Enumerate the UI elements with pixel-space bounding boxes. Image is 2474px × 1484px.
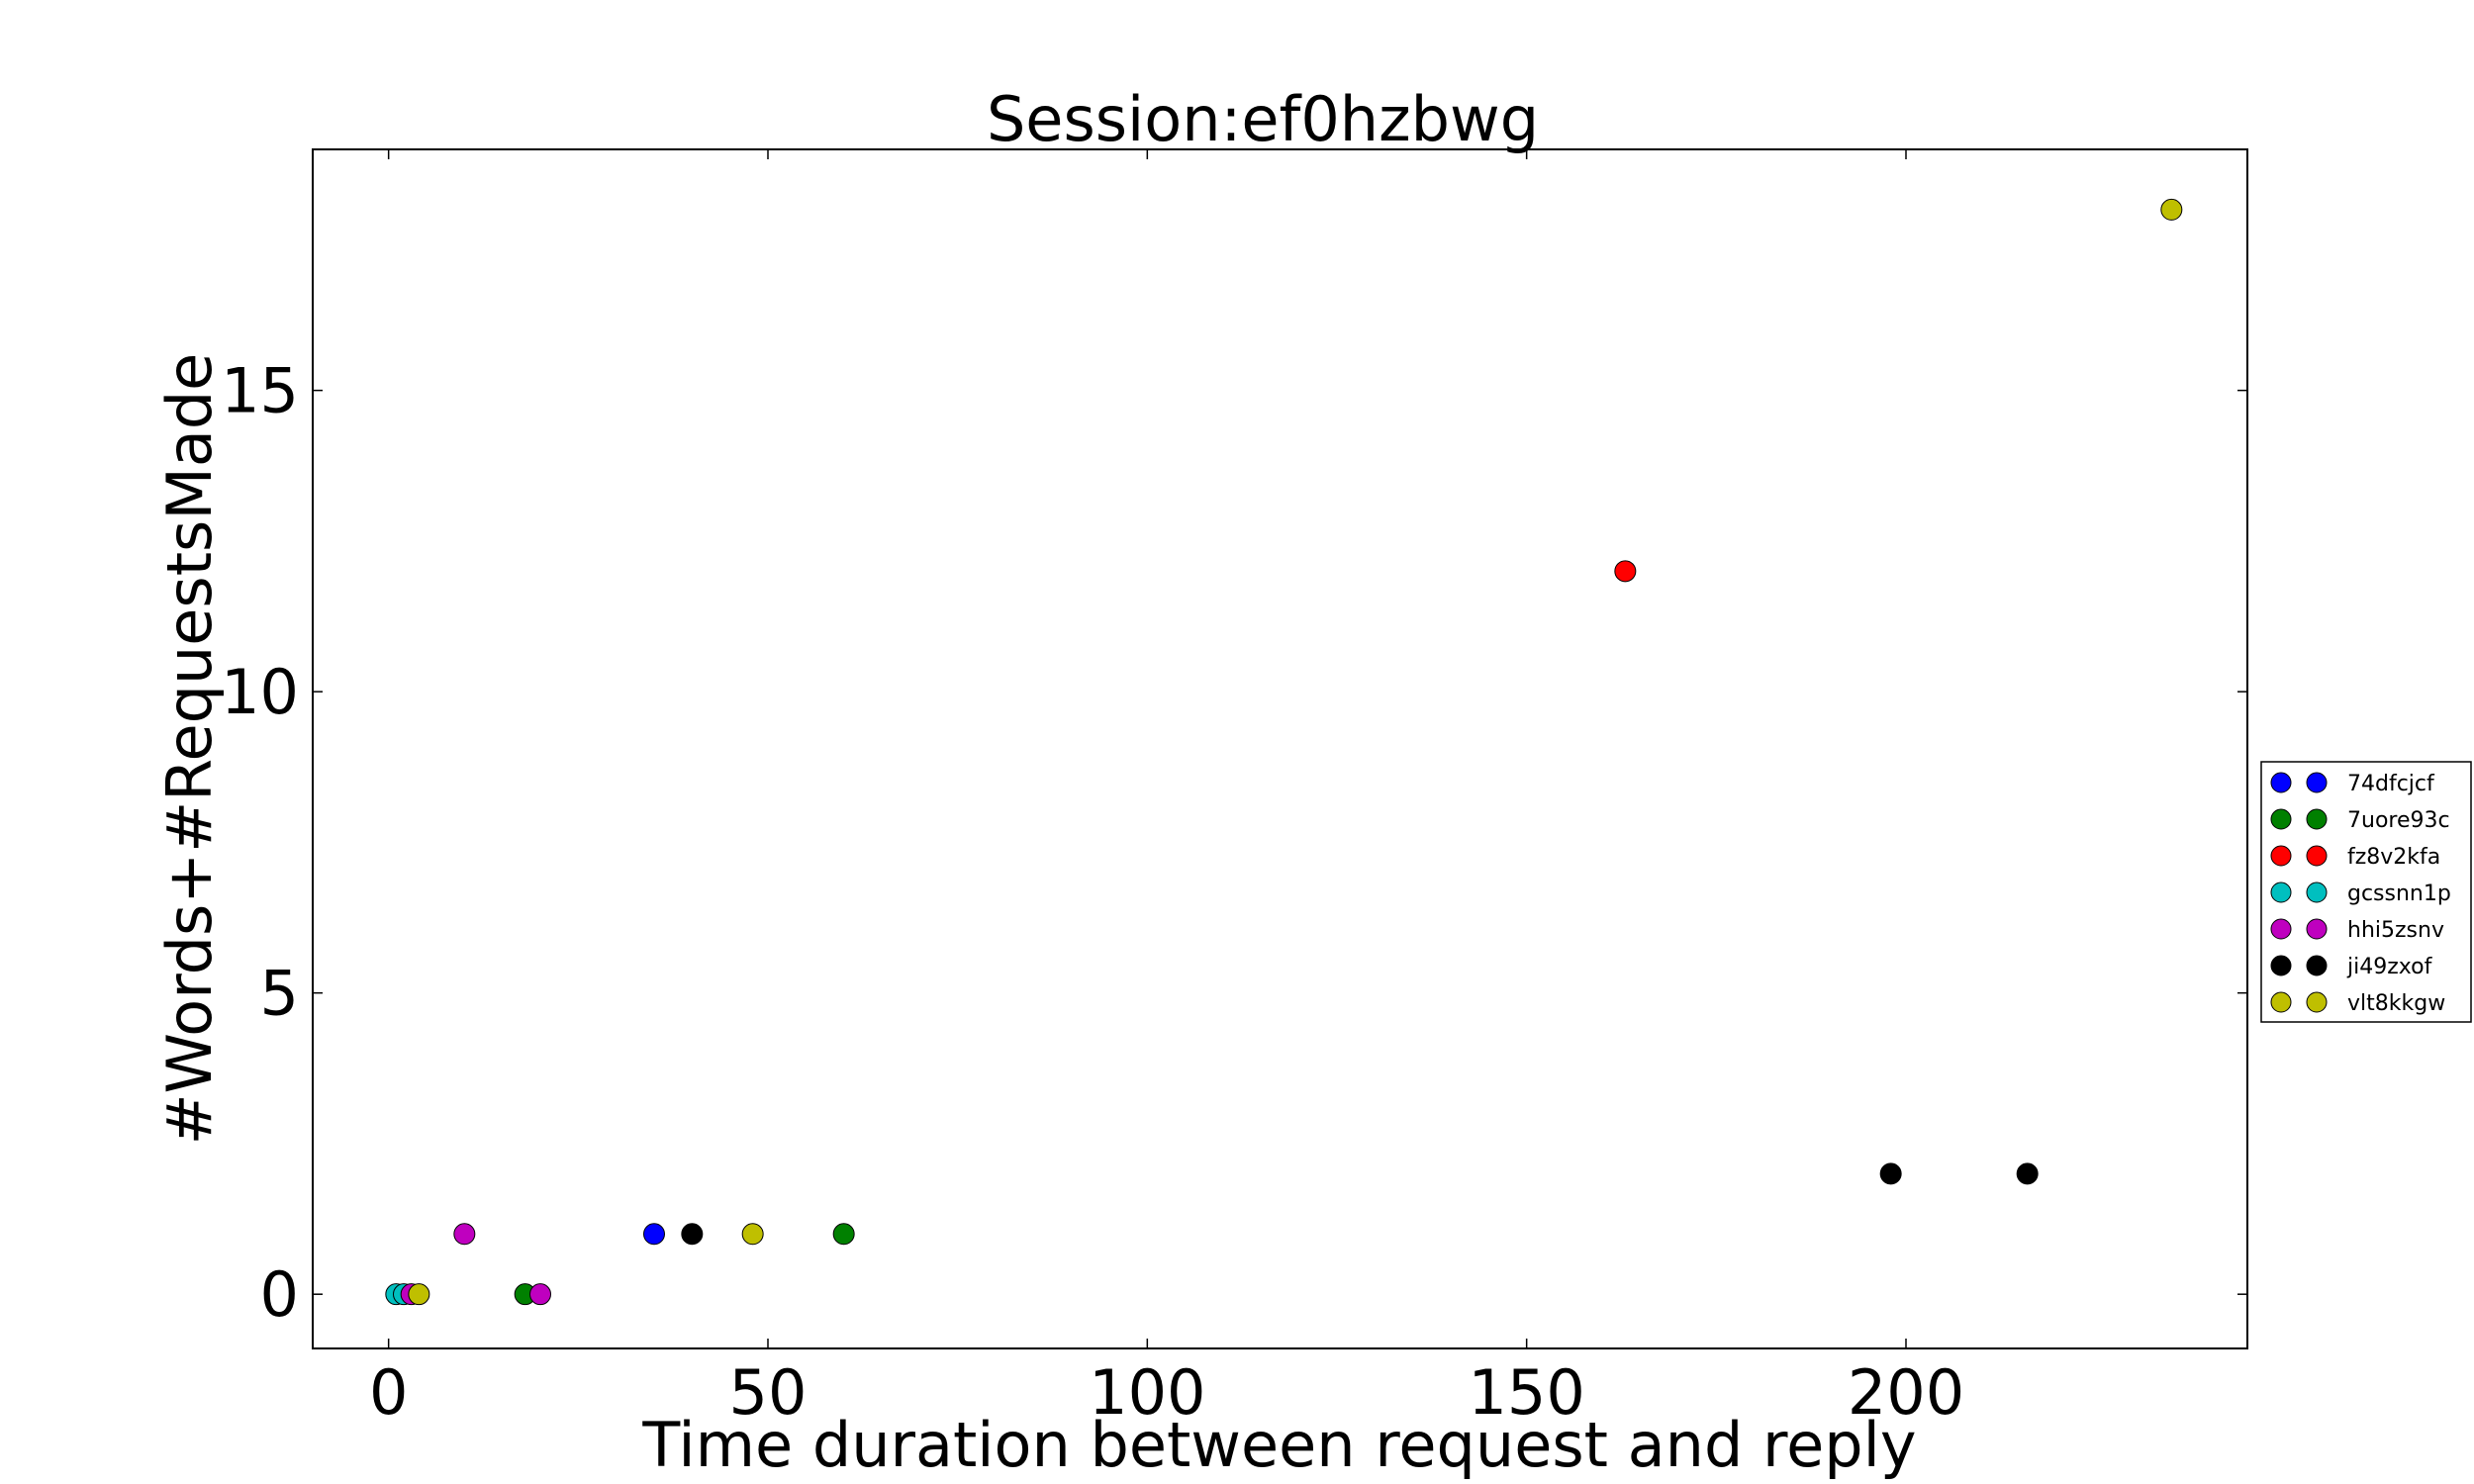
- legend-item-hhi5zsnv: hhi5zsnv: [2270, 918, 2444, 943]
- data-point-7uore93c: [832, 1223, 855, 1246]
- y-tick-label: 0: [260, 1258, 299, 1331]
- legend: 74dfcjcf 7uore93c fz8v2kfa gcssnn1p hhi5zsnv…: [2260, 761, 2472, 1023]
- legend-label: vlt8kkgw: [2347, 991, 2445, 1016]
- data-point-74dfcjcf: [643, 1223, 665, 1246]
- legend-marker: [2306, 881, 2328, 903]
- y-axis-label: #Words+#RequestsMade: [153, 353, 226, 1146]
- legend-marker: [2306, 918, 2328, 940]
- legend-label: ji49zxof: [2346, 955, 2433, 979]
- legend-item-7uore93c: 7uore93c: [2270, 808, 2450, 833]
- legend-marker: [2270, 918, 2292, 940]
- data-point-fz8v2kfa: [1614, 560, 1637, 583]
- data-point-ji49zxof: [2016, 1162, 2039, 1185]
- data-point-vlt8kkgw: [408, 1283, 430, 1306]
- x-tick-label: 150: [1468, 1356, 1584, 1429]
- legend-label: 7uore93c: [2347, 808, 2450, 833]
- x-tick-label: 50: [729, 1356, 808, 1429]
- data-points: [385, 198, 2183, 1306]
- data-point-vlt8kkgw: [741, 1223, 764, 1246]
- legend-marker: [2306, 808, 2328, 830]
- plot-area-frame: [312, 148, 2248, 1349]
- y-tick-label: 15: [221, 355, 299, 427]
- axis-ticks: [313, 149, 2247, 1348]
- x-tick-label: 100: [1089, 1356, 1205, 1429]
- legend-box: [2260, 761, 2472, 1023]
- legend-marker: [2306, 772, 2328, 793]
- legend-label: hhi5zsnv: [2347, 918, 2444, 943]
- legend-item-ji49zxof: ji49zxof: [2270, 955, 2433, 979]
- legend-items: 74dfcjcf 7uore93c fz8v2kfa gcssnn1p hhi5zsnv…: [2270, 772, 2451, 1016]
- legend-item-74dfcjcf: 74dfcjcf: [2270, 772, 2435, 796]
- x-axis-label: Time duration between request and reply: [641, 1409, 1916, 1481]
- legend-marker: [2270, 772, 2292, 793]
- y-tick-label: 10: [221, 656, 299, 728]
- legend-label: gcssnn1p: [2347, 881, 2451, 906]
- legend-marker: [2270, 808, 2292, 830]
- tick-labels: 0 50 100 150 200 0 5 10 15: [221, 355, 1964, 1429]
- chart-title: Session:ef0hzbwg: [987, 83, 1539, 155]
- legend-marker: [2270, 845, 2292, 867]
- data-point-vlt8kkgw: [2160, 198, 2183, 221]
- legend-marker: [2306, 991, 2328, 1013]
- data-point-hhi5zsnv: [453, 1223, 476, 1246]
- x-tick-label: 200: [1848, 1356, 1964, 1429]
- legend-label: 74dfcjcf: [2347, 772, 2435, 796]
- data-point-hhi5zsnv: [529, 1283, 551, 1306]
- data-point-ji49zxof: [1879, 1162, 1902, 1185]
- legend-marker: [2270, 955, 2292, 976]
- legend-item-gcssnn1p: gcssnn1p: [2270, 881, 2451, 906]
- data-point-ji49zxof: [681, 1223, 704, 1246]
- y-tick-label: 5: [260, 958, 299, 1030]
- legend-marker: [2270, 991, 2292, 1013]
- legend-item-fz8v2kfa: fz8v2kfa: [2270, 845, 2440, 870]
- legend-marker: [2306, 955, 2328, 976]
- x-tick-label: 0: [369, 1356, 408, 1429]
- legend-item-vlt8kkgw: vlt8kkgw: [2270, 991, 2445, 1016]
- legend-label: fz8v2kfa: [2347, 845, 2440, 870]
- legend-marker: [2306, 845, 2328, 867]
- legend-marker: [2270, 881, 2292, 903]
